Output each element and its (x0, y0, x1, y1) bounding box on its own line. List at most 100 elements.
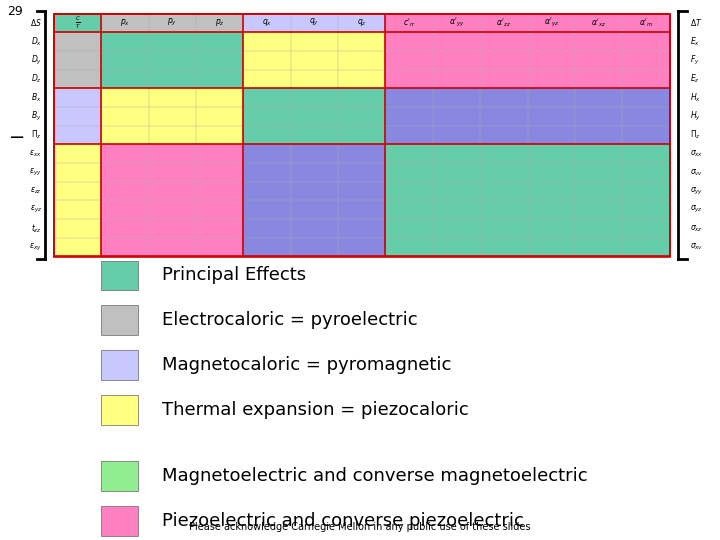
Text: Please acknowledge Carnegie Mellon in any public use of these slides: Please acknowledge Carnegie Mellon in an… (189, 522, 531, 532)
Text: $\epsilon_{xy}$: $\epsilon_{xy}$ (30, 241, 42, 253)
Bar (291, 144, 338, 163)
Bar (291, 51, 338, 70)
Bar (385, 14, 433, 32)
Text: Electrocaloric = pyroelectric: Electrocaloric = pyroelectric (162, 311, 418, 329)
Text: $\sigma_{xx}$: $\sigma_{xx}$ (690, 148, 703, 159)
Bar (433, 238, 480, 256)
Bar (480, 51, 528, 70)
Bar (291, 107, 338, 126)
Bar (243, 14, 291, 32)
Bar (385, 238, 433, 256)
Text: Thermal expansion = piezocaloric: Thermal expansion = piezocaloric (162, 401, 469, 419)
Bar (528, 32, 575, 51)
Bar (622, 88, 670, 107)
Bar (101, 350, 138, 380)
Text: $D_z$: $D_z$ (31, 73, 42, 85)
Bar (433, 14, 480, 32)
Bar (243, 51, 291, 70)
Bar (54, 182, 102, 200)
Bar (480, 144, 528, 163)
Bar (433, 126, 480, 144)
Bar (480, 126, 528, 144)
Bar (480, 163, 528, 182)
Bar (433, 51, 480, 70)
Text: $q_y$: $q_y$ (310, 17, 320, 29)
Bar (149, 144, 196, 163)
Bar (622, 163, 670, 182)
Text: $\alpha'_{yz}$: $\alpha'_{yz}$ (544, 16, 559, 29)
Text: $\alpha'_{rn}$: $\alpha'_{rn}$ (639, 17, 653, 29)
Bar (291, 182, 338, 200)
Bar (54, 163, 102, 182)
Bar (480, 70, 528, 88)
Bar (291, 219, 338, 238)
Bar (196, 219, 243, 238)
Bar (291, 238, 338, 256)
Bar (480, 32, 528, 51)
Text: $H_y$: $H_y$ (690, 110, 701, 123)
Bar (196, 126, 243, 144)
Bar (338, 144, 385, 163)
Bar (243, 182, 291, 200)
Bar (149, 163, 196, 182)
Bar (480, 107, 528, 126)
Bar (433, 107, 480, 126)
Text: $\Pi_z$: $\Pi_z$ (690, 129, 701, 141)
Bar (149, 107, 196, 126)
Text: Piezoelectric and converse piezoelectric: Piezoelectric and converse piezoelectric (162, 512, 524, 530)
Bar (528, 200, 575, 219)
Bar (102, 238, 149, 256)
Bar (433, 219, 480, 238)
Bar (196, 200, 243, 219)
Bar (385, 144, 433, 163)
Text: $\epsilon_{xx}$: $\epsilon_{xx}$ (30, 148, 42, 159)
Bar (433, 32, 480, 51)
Bar (196, 238, 243, 256)
Bar (528, 219, 575, 238)
Bar (243, 200, 291, 219)
Bar (291, 200, 338, 219)
Bar (291, 163, 338, 182)
Bar (622, 70, 670, 88)
Bar (528, 126, 575, 144)
Bar (291, 32, 338, 51)
Text: $E_z$: $E_z$ (690, 73, 701, 85)
Bar (291, 88, 338, 107)
Bar (622, 144, 670, 163)
Bar (54, 14, 102, 32)
Bar (575, 219, 622, 238)
Bar (622, 51, 670, 70)
Bar (243, 126, 291, 144)
Bar (575, 182, 622, 200)
Bar (54, 126, 102, 144)
Text: $p_y$: $p_y$ (167, 17, 177, 29)
Text: $H_x$: $H_x$ (690, 91, 701, 104)
Bar (243, 163, 291, 182)
Bar (196, 163, 243, 182)
Bar (54, 88, 102, 107)
Bar (433, 144, 480, 163)
Bar (102, 88, 149, 107)
Bar (102, 107, 149, 126)
Bar (575, 238, 622, 256)
Bar (480, 200, 528, 219)
Bar (338, 88, 385, 107)
Bar (338, 163, 385, 182)
Text: 29: 29 (7, 5, 23, 18)
Text: $\Delta S$: $\Delta S$ (30, 17, 42, 28)
Text: Magnetocaloric = pyromagnetic: Magnetocaloric = pyromagnetic (162, 356, 451, 374)
Text: $p_x$: $p_x$ (120, 17, 130, 28)
Bar (54, 238, 102, 256)
Bar (480, 182, 528, 200)
Bar (196, 51, 243, 70)
Bar (622, 107, 670, 126)
Bar (528, 70, 575, 88)
Bar (102, 144, 149, 163)
Bar (433, 182, 480, 200)
Bar (575, 70, 622, 88)
Bar (528, 238, 575, 256)
Text: $\Pi_z$: $\Pi_z$ (31, 129, 42, 141)
Bar (385, 219, 433, 238)
Text: $B_y$: $B_y$ (31, 110, 42, 123)
Bar (575, 51, 622, 70)
